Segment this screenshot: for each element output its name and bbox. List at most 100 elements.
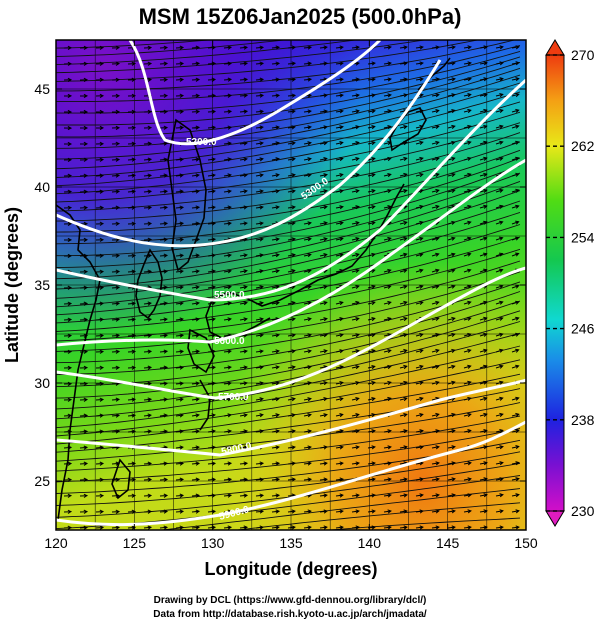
- wind-arrow: [255, 333, 264, 338]
- streamlines: [56, 40, 521, 530]
- wind-arrow: [79, 61, 89, 66]
- wind-arrow: [207, 429, 216, 434]
- wind-arrow: [111, 157, 121, 162]
- wind-arrow: [415, 61, 424, 66]
- streamline: [56, 172, 521, 268]
- wind-arrow: [511, 156, 520, 161]
- wind-arrow: [207, 269, 216, 274]
- wind-arrow: [463, 156, 472, 161]
- wind-arrow: [495, 316, 504, 321]
- wind-arrow: [335, 413, 344, 418]
- wind-arrow: [207, 221, 217, 226]
- wind-arrow: [175, 237, 185, 242]
- wind-arrow: [159, 109, 169, 114]
- wind-arrow: [95, 61, 105, 66]
- streamline: [233, 502, 521, 530]
- wind-arrow: [127, 125, 137, 130]
- wind-arrow: [191, 493, 201, 498]
- wind-arrow: [271, 237, 280, 242]
- wind-arrow: [127, 493, 137, 498]
- wind-arrow: [415, 268, 424, 273]
- wind-arrow: [479, 477, 488, 482]
- wind-arrow: [303, 477, 313, 482]
- streamline: [56, 122, 521, 203]
- wind-arrow: [431, 300, 440, 305]
- wind-arrow: [463, 140, 472, 145]
- map-plot-area: 5200.0 5300.0 5500.0 5600.0 5700.0 5800.…: [56, 40, 526, 530]
- wind-arrow: [431, 124, 440, 129]
- wind-arrow: [127, 141, 137, 146]
- wind-arrow: [143, 493, 153, 498]
- wind-arrow: [319, 445, 328, 450]
- wind-arrow: [175, 253, 185, 258]
- wind-arrow: [79, 301, 89, 306]
- wind-arrow: [511, 509, 520, 514]
- wind-arrow: [127, 173, 137, 178]
- wind-arrow: [255, 429, 264, 434]
- wind-arrow: [495, 348, 504, 353]
- wind-arrow: [271, 397, 280, 402]
- wind-arrow: [399, 93, 408, 98]
- wind-arrow: [447, 364, 456, 369]
- contour-5700: [56, 266, 526, 400]
- wind-arrow: [175, 349, 185, 354]
- wind-arrow: [431, 461, 440, 466]
- wind-arrow: [111, 45, 121, 50]
- wind-arrow: [335, 349, 344, 354]
- wind-arrow: [175, 301, 184, 306]
- wind-arrow: [95, 461, 105, 466]
- wind-arrow: [95, 77, 105, 82]
- wind-arrow: [335, 333, 344, 338]
- wind-arrow: [223, 317, 232, 322]
- wind-arrow: [287, 333, 296, 338]
- wind-arrow: [271, 205, 280, 210]
- wind-arrow: [335, 317, 344, 322]
- wind-arrow: [143, 205, 153, 210]
- wind-arrow: [479, 364, 488, 369]
- wind-arrow: [367, 493, 376, 498]
- wind-vectors: [63, 45, 520, 530]
- wind-arrow: [415, 172, 424, 178]
- wind-arrow: [367, 397, 376, 402]
- wind-arrow: [79, 141, 89, 147]
- wind-arrow: [383, 317, 392, 322]
- wind-arrow: [127, 157, 137, 162]
- wind-arrow: [351, 509, 360, 514]
- wind-arrow: [303, 157, 312, 162]
- wind-arrow: [431, 429, 440, 434]
- wind-arrow: [63, 525, 73, 530]
- wind-arrow: [511, 477, 520, 482]
- wind-arrow: [399, 348, 408, 354]
- wind-arrow: [463, 493, 472, 498]
- wind-arrow: [351, 157, 360, 162]
- wind-arrow: [415, 429, 424, 434]
- wind-arrow: [239, 365, 248, 370]
- wind-arrow: [463, 236, 472, 241]
- wind-arrow: [175, 45, 185, 50]
- wind-arrow: [447, 220, 456, 225]
- wind-arrow: [287, 349, 296, 354]
- wind-arrow: [383, 125, 392, 130]
- wind-arrow: [63, 157, 73, 163]
- wind-arrow: [223, 285, 232, 290]
- wind-arrow: [383, 173, 392, 178]
- streamline: [56, 180, 521, 280]
- wind-arrow: [223, 397, 232, 402]
- wind-arrow: [127, 317, 137, 322]
- wind-arrow: [335, 221, 344, 226]
- wind-arrow: [191, 301, 200, 306]
- wind-arrow: [351, 525, 360, 530]
- wind-arrow: [463, 396, 472, 401]
- wind-arrow: [431, 156, 440, 161]
- wind-arrow: [415, 300, 424, 305]
- wind-arrow: [335, 445, 344, 450]
- wind-arrow: [175, 109, 185, 114]
- wind-arrow: [271, 285, 280, 290]
- wind-arrow: [447, 412, 456, 418]
- wind-arrow: [271, 45, 281, 50]
- wind-arrow: [495, 93, 504, 98]
- wind-arrow: [63, 413, 73, 418]
- y-tick-label: 35: [34, 277, 50, 293]
- wind-arrow: [63, 45, 73, 51]
